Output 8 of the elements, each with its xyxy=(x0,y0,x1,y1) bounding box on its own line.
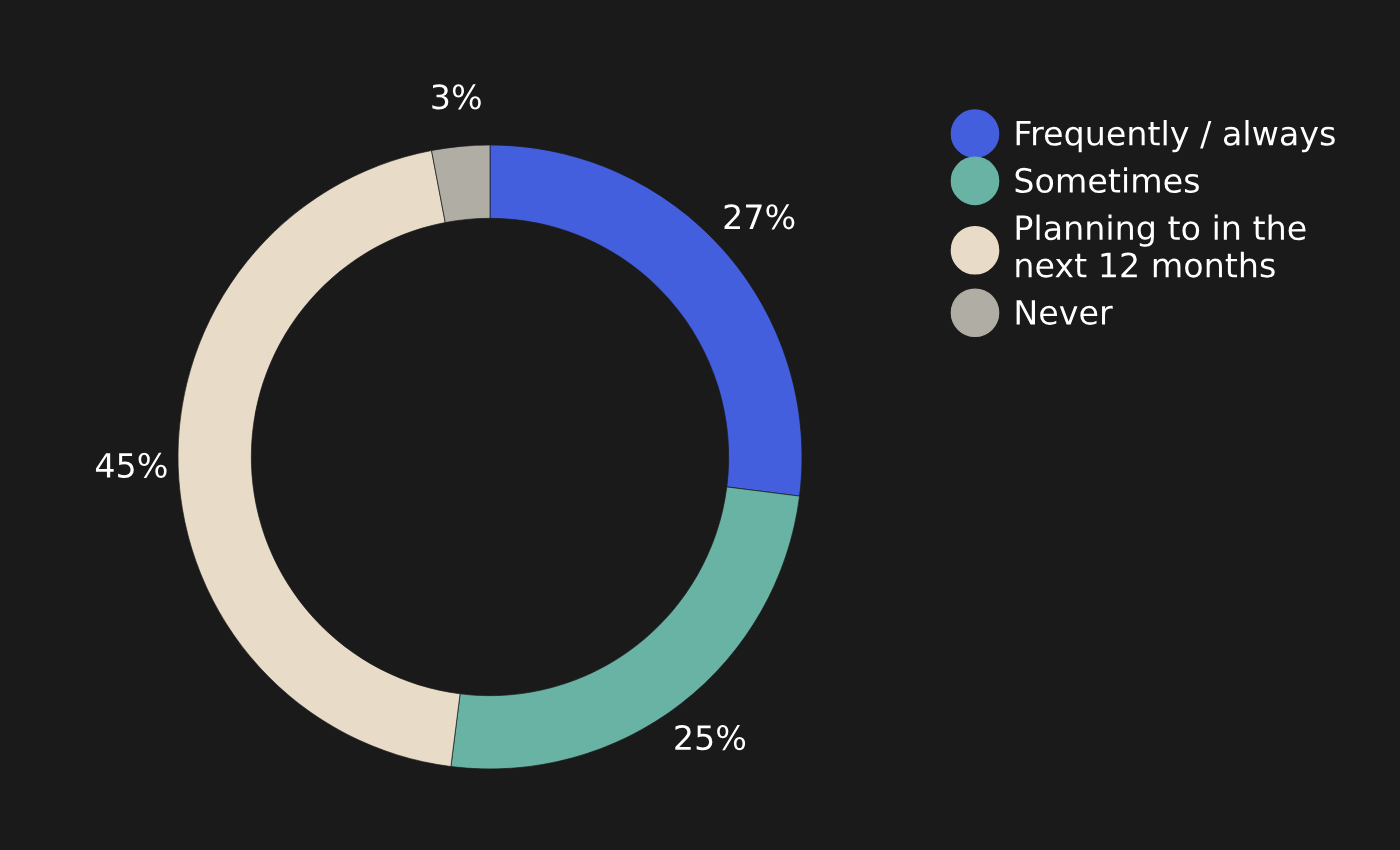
legend-label: Planning to in the next 12 months xyxy=(1016,214,1306,278)
legend-label: Frequently / always xyxy=(1016,120,1335,153)
data-label: 45% xyxy=(95,452,167,478)
legend-label: Never xyxy=(1016,300,1113,325)
data-label: 3% xyxy=(432,84,481,110)
data-label: 25% xyxy=(675,724,746,751)
legend-label: Sometimes xyxy=(1015,167,1199,194)
data-label: 27% xyxy=(724,204,795,230)
